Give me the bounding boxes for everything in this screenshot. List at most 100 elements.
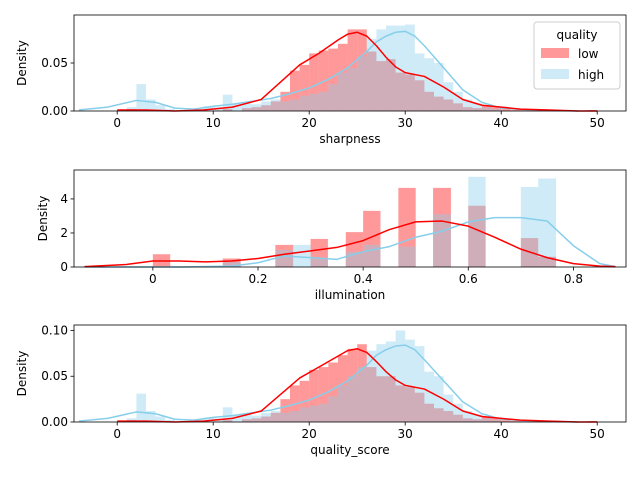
high-bars — [126, 330, 502, 422]
x-axis-label: quality_score — [310, 443, 389, 457]
low-bar — [242, 108, 252, 111]
high-bar — [155, 416, 166, 422]
x-tick-label: 30 — [398, 427, 413, 441]
high-bar — [318, 91, 329, 111]
high-bar — [376, 344, 386, 422]
high-bar — [280, 101, 290, 111]
low-bar — [462, 107, 473, 111]
low-bar — [363, 210, 381, 267]
low-bar — [376, 61, 386, 111]
high-bar — [443, 82, 454, 111]
high-bar — [242, 414, 252, 422]
high-bar — [538, 178, 557, 267]
high-bar — [376, 29, 386, 111]
low-bar — [398, 187, 416, 267]
x-tick-label: 0 — [113, 427, 121, 441]
high-bar — [126, 418, 137, 422]
high-bar — [299, 95, 310, 111]
legend-swatch-low — [541, 48, 569, 58]
low-bar — [347, 29, 358, 111]
x-tick-label: 0.2 — [248, 272, 267, 286]
high-bar — [395, 25, 406, 112]
low-bar — [434, 96, 444, 111]
high-bar — [386, 341, 396, 422]
high-bar — [126, 107, 137, 111]
high-bar — [491, 420, 502, 422]
x-tick-label: 0.8 — [564, 272, 583, 286]
high-bar — [434, 63, 444, 111]
low-bar — [510, 110, 521, 111]
low-bar — [453, 103, 463, 111]
subplot-1: 0 10 20 30 40 50 0.00 0.05 sharpness Density — [15, 14, 627, 146]
low-bar — [338, 355, 348, 422]
low-bar — [328, 48, 338, 111]
low-bar — [376, 376, 386, 422]
low-kde-line — [117, 348, 598, 423]
x-tick-label: 40 — [494, 116, 509, 130]
high-bar — [310, 258, 328, 267]
high-bar — [468, 176, 486, 267]
high-bars — [126, 24, 502, 112]
low-bar — [414, 80, 425, 111]
low-bar — [491, 418, 502, 422]
low-bar — [328, 362, 338, 422]
high-bar — [222, 261, 241, 267]
legend-swatch-high — [541, 69, 569, 79]
subplot-2: 0 0.2 0.4 0.6 0.8 0 2 4 illumination Density — [36, 169, 627, 302]
high-bar — [222, 94, 233, 111]
high-bar — [203, 417, 214, 422]
high-bar — [424, 371, 434, 422]
x-tick-label: 50 — [590, 116, 605, 130]
high-bar — [318, 403, 329, 422]
low-bar — [280, 91, 290, 111]
high-bar — [357, 367, 367, 422]
high-bar — [482, 107, 492, 111]
low-bar — [405, 74, 415, 111]
high-bar — [434, 376, 444, 422]
low-bar — [261, 416, 271, 422]
high-bar — [155, 105, 166, 111]
high-bar — [290, 411, 300, 422]
high-bar — [146, 99, 156, 111]
low-bar — [222, 258, 241, 267]
x-axis-label: sharpness — [319, 132, 380, 146]
low-bar — [345, 232, 364, 267]
low-bar — [357, 344, 367, 422]
high-bar — [309, 93, 319, 111]
high-bar — [424, 58, 434, 111]
legend: quality low high — [533, 21, 621, 90]
high-bar — [328, 84, 338, 111]
low-bar — [309, 53, 319, 111]
y-axis-label: Density — [36, 196, 50, 242]
low-bar — [386, 59, 396, 111]
low-bar — [482, 416, 492, 422]
low-bar — [424, 91, 434, 111]
low-bar — [270, 101, 281, 111]
high-bar — [482, 418, 492, 422]
high-bar — [347, 67, 358, 111]
axes-frame — [73, 169, 627, 268]
high-bar — [414, 346, 425, 422]
low-bar — [242, 419, 252, 422]
y-tick-label: 4 — [60, 192, 68, 206]
low-bar — [472, 419, 482, 422]
high-bar — [462, 99, 473, 111]
high-bar — [347, 376, 358, 422]
high-bar — [405, 339, 415, 422]
high-bar — [146, 411, 156, 422]
low-bar — [405, 387, 415, 422]
low-bar — [443, 99, 454, 111]
high-bar — [136, 84, 146, 111]
high-bar — [453, 91, 463, 111]
low-bar — [310, 238, 328, 267]
y-tick-label: 0.00 — [41, 415, 68, 429]
high-bar — [309, 405, 319, 422]
low-bar — [357, 29, 367, 111]
low-bar — [309, 369, 319, 422]
high-bar — [280, 412, 290, 422]
high-bars — [222, 176, 557, 267]
low-bar — [510, 421, 521, 422]
high-bar — [261, 412, 271, 422]
high-bar — [328, 396, 338, 422]
